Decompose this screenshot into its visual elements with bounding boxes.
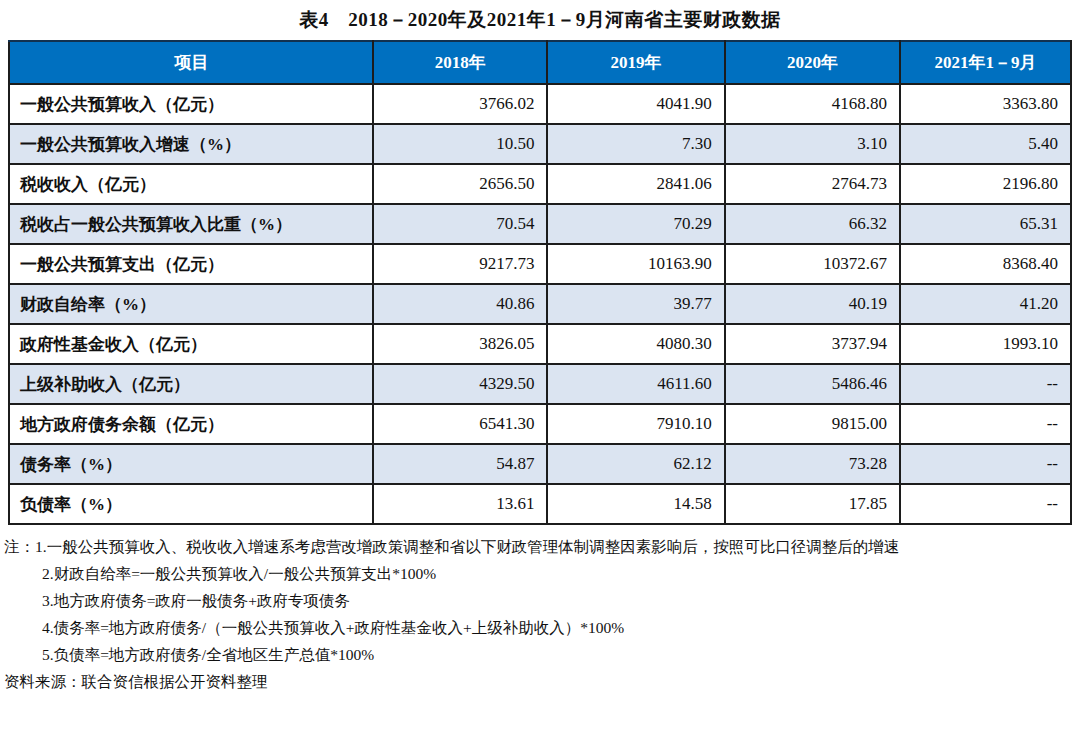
value-cell: 2764.73 xyxy=(725,164,900,204)
value-cell: 70.54 xyxy=(373,204,547,244)
value-cell: 40.19 xyxy=(725,284,900,324)
value-cell: 54.87 xyxy=(373,444,547,484)
value-cell: 8368.40 xyxy=(900,244,1071,284)
value-cell: 2656.50 xyxy=(373,164,547,204)
value-cell: 39.77 xyxy=(547,284,724,324)
value-cell: 4041.90 xyxy=(547,84,724,124)
column-header-2018: 2018年 xyxy=(373,41,547,84)
value-cell: 1993.10 xyxy=(900,324,1071,364)
row-label-cell: 一般公共预算收入增速（%） xyxy=(9,124,373,164)
value-cell: 70.29 xyxy=(547,204,724,244)
value-cell: 4611.60 xyxy=(547,364,724,404)
column-header-2019: 2019年 xyxy=(547,41,724,84)
column-header-2021-1-9: 2021年1－9月 xyxy=(900,41,1071,84)
row-label-cell: 财政自给率（%） xyxy=(9,284,373,324)
value-cell: -- xyxy=(900,364,1071,404)
data-source-line: 资料来源：联合资信根据公开资料整理 xyxy=(4,669,1074,696)
value-cell: 6541.30 xyxy=(373,404,547,444)
note-line-5: 5.负债率=地方政府债务/全省地区生产总值*100% xyxy=(4,642,1074,669)
value-cell: 7.30 xyxy=(547,124,724,164)
value-cell: 5.40 xyxy=(900,124,1071,164)
value-cell: 4080.30 xyxy=(547,324,724,364)
note-line-4: 4.债务率=地方政府债务/（一般公共预算收入+政府性基金收入+上级补助收入）*1… xyxy=(4,615,1074,642)
table-row: 政府性基金收入（亿元） 3826.05 4080.30 3737.94 1993… xyxy=(9,324,1071,364)
table-row: 上级补助收入（亿元） 4329.50 4611.60 5486.46 -- xyxy=(9,364,1071,404)
value-cell: 65.31 xyxy=(900,204,1071,244)
table-header-row: 项目 2018年 2019年 2020年 2021年1－9月 xyxy=(9,41,1071,84)
row-label-cell: 政府性基金收入（亿元） xyxy=(9,324,373,364)
note-line-2: 2.财政自给率=一般公共预算收入/一般公共预算支出*100% xyxy=(4,561,1074,588)
value-cell: 9815.00 xyxy=(725,404,900,444)
value-cell: 10163.90 xyxy=(547,244,724,284)
table-row: 一般公共预算支出（亿元） 9217.73 10163.90 10372.67 8… xyxy=(9,244,1071,284)
value-cell: 3363.80 xyxy=(900,84,1071,124)
fiscal-data-table: 项目 2018年 2019年 2020年 2021年1－9月 一般公共预算收入（… xyxy=(8,40,1072,525)
note-line-1: 注：1.一般公共预算收入、税收收入增速系考虑营改增政策调整和省以下财政管理体制调… xyxy=(4,534,1074,561)
table-row: 负债率（%） 13.61 14.58 17.85 -- xyxy=(9,484,1071,524)
value-cell: 13.61 xyxy=(373,484,547,524)
value-cell: 41.20 xyxy=(900,284,1071,324)
row-label-cell: 上级补助收入（亿元） xyxy=(9,364,373,404)
value-cell: 7910.10 xyxy=(547,404,724,444)
value-cell: 62.12 xyxy=(547,444,724,484)
row-label-cell: 地方政府债务余额（亿元） xyxy=(9,404,373,444)
table-row: 地方政府债务余额（亿元） 6541.30 7910.10 9815.00 -- xyxy=(9,404,1071,444)
value-cell: 4168.80 xyxy=(725,84,900,124)
value-cell: 17.85 xyxy=(725,484,900,524)
value-cell: 2196.80 xyxy=(900,164,1071,204)
value-cell: 2841.06 xyxy=(547,164,724,204)
column-header-2020: 2020年 xyxy=(725,41,900,84)
value-cell: 3.10 xyxy=(725,124,900,164)
table-row: 税收占一般公共预算收入比重（%） 70.54 70.29 66.32 65.31 xyxy=(9,204,1071,244)
value-cell: 4329.50 xyxy=(373,364,547,404)
value-cell: 73.28 xyxy=(725,444,900,484)
note-line-3: 3.地方政府债务=政府一般债务+政府专项债务 xyxy=(4,588,1074,615)
table-row: 一般公共预算收入增速（%） 10.50 7.30 3.10 5.40 xyxy=(9,124,1071,164)
value-cell: -- xyxy=(900,404,1071,444)
row-label-cell: 债务率（%） xyxy=(9,444,373,484)
value-cell: -- xyxy=(900,444,1071,484)
table-notes: 注：1.一般公共预算收入、税收收入增速系考虑营改增政策调整和省以下财政管理体制调… xyxy=(4,534,1074,696)
table-row: 一般公共预算收入（亿元） 3766.02 4041.90 4168.80 336… xyxy=(9,84,1071,124)
value-cell: 3737.94 xyxy=(725,324,900,364)
table-row: 税收收入（亿元） 2656.50 2841.06 2764.73 2196.80 xyxy=(9,164,1071,204)
value-cell: -- xyxy=(900,484,1071,524)
table-row: 债务率（%） 54.87 62.12 73.28 -- xyxy=(9,444,1071,484)
row-label-cell: 税收收入（亿元） xyxy=(9,164,373,204)
row-label-cell: 税收占一般公共预算收入比重（%） xyxy=(9,204,373,244)
value-cell: 10372.67 xyxy=(725,244,900,284)
table-title: 表4 2018－2020年及2021年1－9月河南省主要财政数据 xyxy=(0,0,1080,33)
value-cell: 3826.05 xyxy=(373,324,547,364)
row-label-cell: 一般公共预算收入（亿元） xyxy=(9,84,373,124)
value-cell: 3766.02 xyxy=(373,84,547,124)
value-cell: 40.86 xyxy=(373,284,547,324)
table-row: 财政自给率（%） 40.86 39.77 40.19 41.20 xyxy=(9,284,1071,324)
row-label-cell: 负债率（%） xyxy=(9,484,373,524)
value-cell: 10.50 xyxy=(373,124,547,164)
value-cell: 66.32 xyxy=(725,204,900,244)
column-header-item: 项目 xyxy=(9,41,373,84)
value-cell: 14.58 xyxy=(547,484,724,524)
document-page: 表4 2018－2020年及2021年1－9月河南省主要财政数据 项目 2018… xyxy=(0,0,1080,732)
value-cell: 5486.46 xyxy=(725,364,900,404)
row-label-cell: 一般公共预算支出（亿元） xyxy=(9,244,373,284)
value-cell: 9217.73 xyxy=(373,244,547,284)
